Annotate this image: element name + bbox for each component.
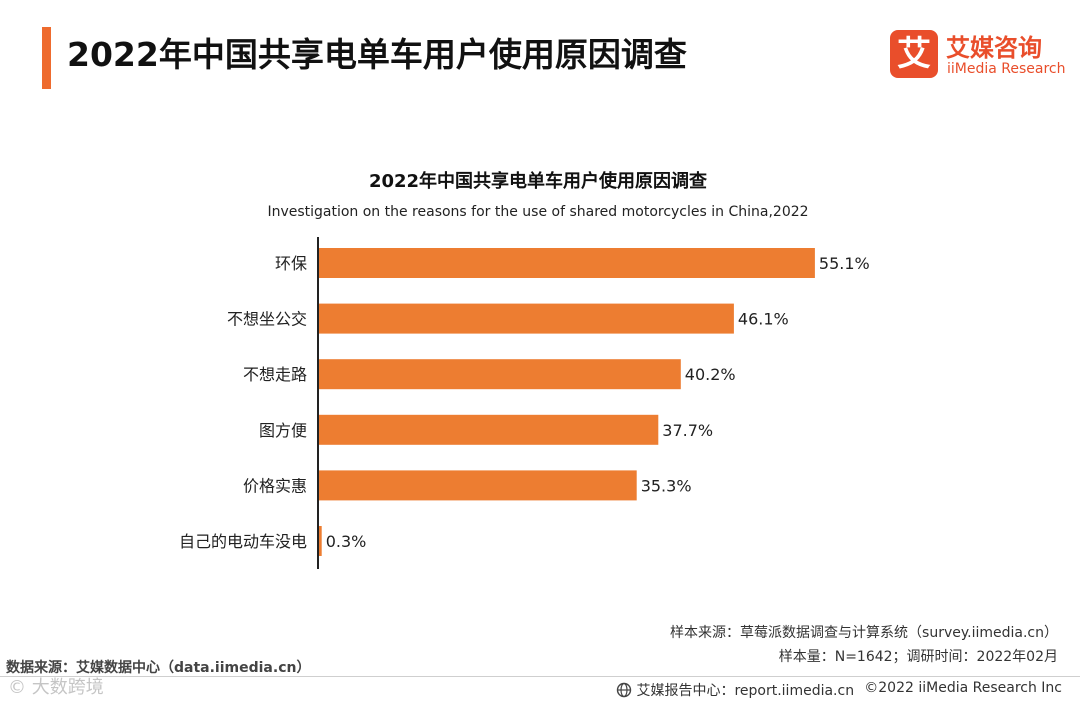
value-label-0: 55.1%: [819, 254, 870, 273]
copyright-text: ©2022 iiMedia Research Inc: [864, 680, 1062, 696]
category-label-4: 价格实惠: [243, 476, 307, 495]
sample-size-note: 样本量：N=1642；调研时间：2022年02月: [778, 649, 1058, 665]
value-label-3: 37.7%: [662, 421, 713, 440]
category-label-5: 自己的电动车没电: [179, 532, 307, 551]
logo-mark: 艾: [890, 30, 938, 78]
report-center-link[interactable]: 艾媒报告中心：report.iimedia.cn: [616, 680, 854, 700]
footer-divider: [0, 676, 1080, 677]
report-center-text: 艾媒报告中心：report.iimedia.cn: [636, 683, 855, 699]
bar-2: [319, 359, 681, 390]
bars-group: 环保 55.1% 不想坐公交 46.1% 不想走路 40.2% 图方便 37.7% 价格实惠 35…: [179, 248, 870, 556]
title-accent-bar: [42, 27, 51, 89]
bar-5: [319, 526, 322, 556]
logo-cn-text: 艾媒咨询: [946, 34, 1042, 62]
value-label-2: 40.2%: [685, 365, 736, 384]
bar-chart: 2022年中国共享电单车用户使用原因调查 Investigation on th…: [179, 170, 870, 569]
logo-en-text: iiMedia Research: [947, 61, 1066, 77]
value-label-4: 35.3%: [641, 476, 692, 495]
category-label-2: 不想走路: [243, 365, 307, 384]
bar-4: [319, 470, 637, 501]
watermark: © 大数跨境: [8, 677, 104, 698]
value-label-5: 0.3%: [326, 532, 367, 551]
brand-logo[interactable]: 艾 艾媒咨询 iiMedia Research: [890, 30, 1066, 82]
chart-subtitle: Investigation on the reasons for the use…: [267, 204, 808, 220]
chart-title: 2022年中国共享电单车用户使用原因调查: [369, 170, 707, 192]
data-source-note: 数据来源：艾媒数据中心（data.iimedia.cn）: [6, 660, 311, 676]
category-label-3: 图方便: [259, 421, 307, 440]
category-label-0: 环保: [275, 254, 307, 273]
category-label-1: 不想坐公交: [227, 310, 307, 329]
value-label-1: 46.1%: [738, 310, 789, 329]
globe-icon: [616, 682, 632, 698]
bar-1: [319, 303, 734, 334]
page-title: 2022年中国共享电单车用户使用原因调查: [67, 35, 687, 74]
sample-source-note: 样本来源：草莓派数据调查与计算系统（survey.iimedia.cn）: [670, 625, 1058, 641]
bar-3: [319, 414, 659, 445]
bar-0: [319, 248, 815, 278]
